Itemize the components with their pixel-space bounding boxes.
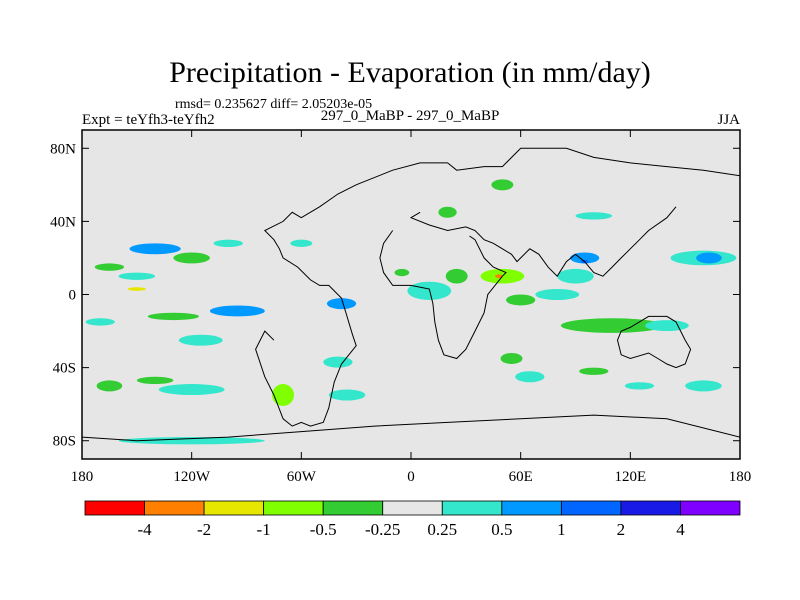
anomaly-region <box>173 252 210 264</box>
anomaly-region <box>147 312 199 321</box>
y-tick-label: 80S <box>53 434 76 450</box>
colorbar-label: 1 <box>557 520 566 539</box>
anomaly-region <box>328 389 366 401</box>
anomaly-region <box>158 384 225 396</box>
anomaly-region <box>557 268 594 284</box>
coastline <box>82 414 740 442</box>
anomaly-region <box>323 356 353 368</box>
colorbar-label: -2 <box>197 520 211 539</box>
anomaly-region <box>644 320 689 332</box>
anomaly-region <box>500 352 523 364</box>
anomaly-region <box>579 367 609 375</box>
anomaly-region <box>326 298 357 310</box>
colorbar-label: -0.25 <box>365 520 400 539</box>
colorbar-swatch <box>203 500 265 516</box>
anomaly-region <box>445 268 468 284</box>
x-tick-label: 180 <box>71 469 94 485</box>
experiment-label: Expt = teYfh3-teYfh2 <box>82 112 215 128</box>
colorbar-swatch <box>263 500 324 516</box>
y-tick-label: 80N <box>50 141 76 157</box>
colorbar: -4 -2 -1 -0.5 -0.25 0.25 0.5 1 2 4 <box>84 500 741 539</box>
anomaly-region <box>209 305 265 317</box>
colorbar-swatch <box>382 500 443 516</box>
anomaly-region <box>560 318 664 333</box>
anomaly-region <box>129 243 181 255</box>
colorbar-label: -4 <box>137 520 152 539</box>
colorbar-label: 4 <box>676 520 685 539</box>
anomaly-region <box>438 206 457 218</box>
anomaly-region <box>685 380 722 392</box>
anomaly-region <box>624 382 655 390</box>
anomaly-region <box>213 239 243 247</box>
y-tick-label: 40N <box>50 214 76 230</box>
colorbar-swatch <box>560 500 622 516</box>
anomaly-region <box>515 371 545 383</box>
colorbar-label: -0.5 <box>310 520 337 539</box>
anomaly-region <box>127 287 146 291</box>
x-tick-label: 180 <box>729 469 752 485</box>
anomaly-region <box>506 294 536 306</box>
colorbar-label: 0.5 <box>491 520 512 539</box>
season-label: JJA <box>717 112 740 128</box>
chart-title: Precipitation - Evaporation (in mm/day) <box>169 56 651 89</box>
anomaly-region <box>136 376 174 385</box>
colorbar-swatch <box>441 500 503 516</box>
axis-layer: 180 120W 60W 0 60E 120E 180 80N 40N 0 40S 80S <box>50 130 751 485</box>
anomaly-region <box>535 289 580 300</box>
anomaly-region <box>495 274 503 279</box>
x-tick-label: 0 <box>407 469 415 485</box>
coastline <box>255 147 740 427</box>
anomaly-region <box>94 263 125 271</box>
coastline <box>379 230 507 360</box>
anomaly-region <box>272 384 295 406</box>
coastline-layer <box>82 147 740 442</box>
colorbar-swatch <box>501 500 562 516</box>
colorbar-swatch <box>144 500 205 516</box>
anomaly-region <box>96 380 123 392</box>
colorbar-label: 2 <box>617 520 626 539</box>
anomaly-region <box>575 212 613 220</box>
colorbar-label: -1 <box>257 520 271 539</box>
anomaly-region <box>178 334 223 346</box>
anomaly-region <box>85 318 115 326</box>
anomaly-region <box>290 239 313 247</box>
x-tick-label: 60W <box>287 469 317 485</box>
coastline <box>616 315 692 369</box>
colorbar-swatch <box>322 500 384 516</box>
anomaly-region <box>394 268 410 277</box>
anomaly-region <box>118 437 265 445</box>
coastline <box>409 206 677 277</box>
colorbar-swatch <box>680 500 741 516</box>
x-tick-label: 120W <box>173 469 211 485</box>
colorbar-swatch <box>620 500 681 516</box>
stats-label: rmsd= 0.235627 diff= 2.05203e-05 <box>175 97 372 112</box>
x-tick-label: 120E <box>614 469 646 485</box>
period-label: 297_0_MaBP - 297_0_MaBP <box>321 108 500 124</box>
anomaly-region <box>118 272 156 280</box>
anomaly-region <box>696 252 722 264</box>
y-tick-label: 40S <box>53 361 76 377</box>
colorbar-label: 0.25 <box>427 520 457 539</box>
contour-fill-layer <box>85 179 737 445</box>
x-tick-label: 60E <box>509 469 533 485</box>
y-tick-label: 0 <box>69 288 77 304</box>
anomaly-region <box>491 179 514 191</box>
colorbar-swatch <box>84 500 145 516</box>
